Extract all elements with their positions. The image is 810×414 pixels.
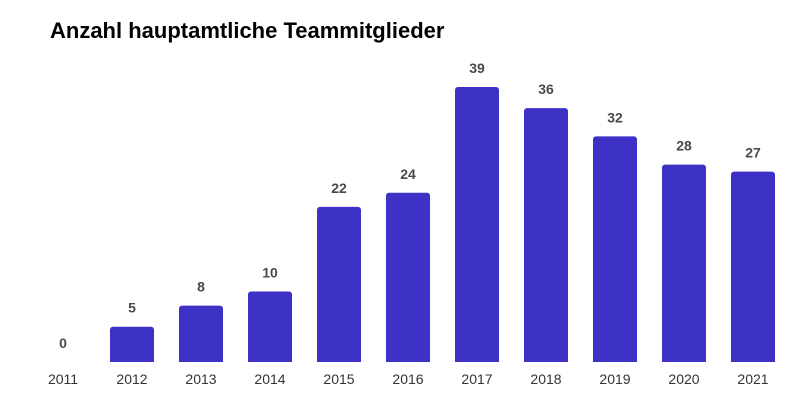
x-tick-label-2019: 2019 (599, 371, 630, 387)
value-label-2021: 27 (745, 145, 761, 161)
bar-2018 (524, 108, 568, 362)
bar-2019 (593, 136, 637, 362)
bar-2021 (731, 171, 775, 362)
x-tick-label-2012: 2012 (116, 371, 147, 387)
bar-2020 (662, 164, 706, 362)
x-tick-label-2021: 2021 (737, 371, 768, 387)
x-tick-label-2020: 2020 (668, 371, 699, 387)
value-label-2018: 36 (538, 81, 554, 97)
value-label-2017: 39 (469, 60, 485, 76)
value-label-2020: 28 (676, 138, 692, 154)
bar-2012 (110, 326, 154, 362)
value-label-2016: 24 (400, 166, 416, 182)
bar-2014 (248, 291, 292, 362)
x-tick-label-2015: 2015 (323, 371, 354, 387)
value-label-2015: 22 (331, 180, 347, 196)
value-label-2014: 10 (262, 264, 278, 280)
bars-layer (110, 87, 775, 362)
bar-2013 (179, 305, 223, 362)
bar-2015 (317, 206, 361, 362)
value-labels-layer: 0 5 8 10 22 24 39 36 32 28 27 (59, 60, 761, 351)
value-label-2013: 8 (197, 279, 205, 295)
chart-title: Anzahl hauptamtliche Teammitglieder (50, 18, 445, 43)
x-tick-label-2014: 2014 (254, 371, 285, 387)
x-tick-label-2017: 2017 (461, 371, 492, 387)
x-tick-label-2018: 2018 (530, 371, 561, 387)
value-label-2011: 0 (59, 335, 67, 351)
x-tick-label-2013: 2013 (185, 371, 216, 387)
x-tick-label-2016: 2016 (392, 371, 423, 387)
bar-2016 (386, 192, 430, 362)
bar-2017 (455, 87, 499, 362)
value-label-2012: 5 (128, 300, 136, 316)
value-label-2019: 32 (607, 109, 623, 125)
x-tick-label-2011: 2011 (48, 371, 78, 387)
x-axis-tick-labels: 2011 2012 2013 2014 2015 2016 2017 2018 2019 2020… (48, 371, 769, 387)
